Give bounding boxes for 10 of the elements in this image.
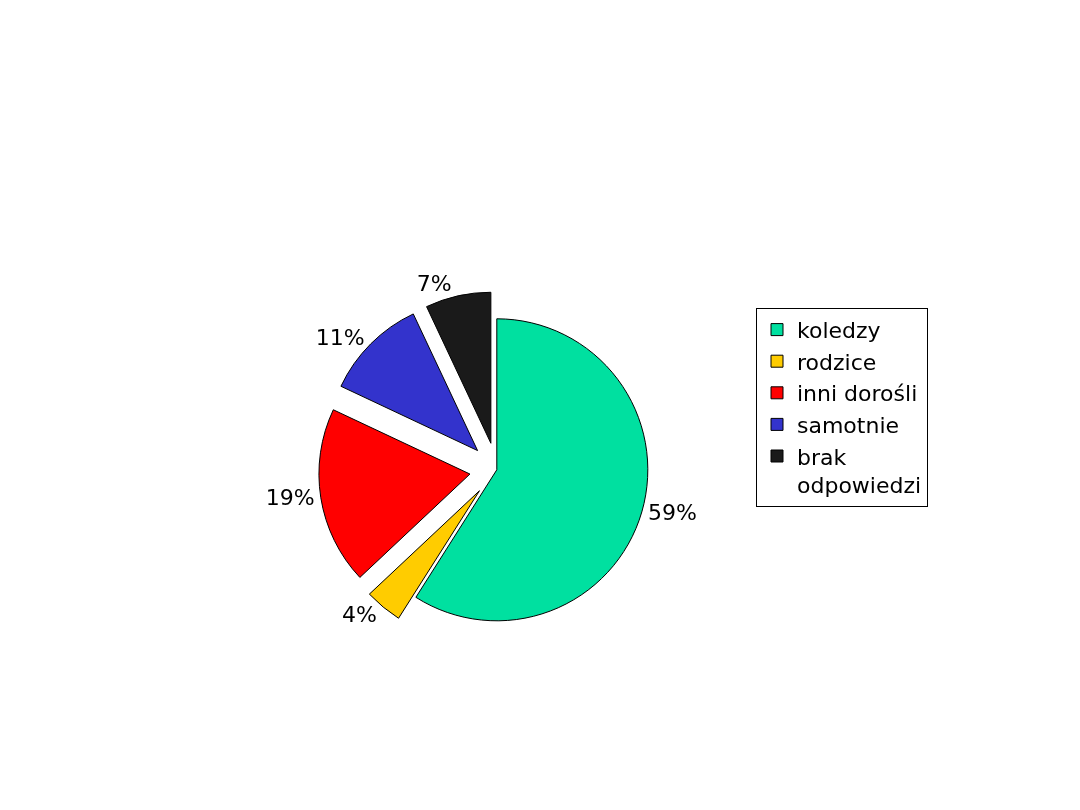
legend-label: brak odpowiedzi bbox=[797, 444, 922, 499]
data-label: 7% bbox=[416, 271, 452, 297]
data-label: 59% bbox=[648, 500, 697, 526]
data-label: 11% bbox=[315, 325, 365, 351]
data-label: 19% bbox=[265, 485, 315, 511]
legend-label: koledzy bbox=[797, 318, 881, 344]
data-label: 4% bbox=[342, 602, 377, 628]
legend-label: inni dorośli bbox=[797, 381, 918, 407]
legend-label: rodzice bbox=[797, 349, 877, 375]
legend-label: samotnie bbox=[797, 412, 900, 438]
